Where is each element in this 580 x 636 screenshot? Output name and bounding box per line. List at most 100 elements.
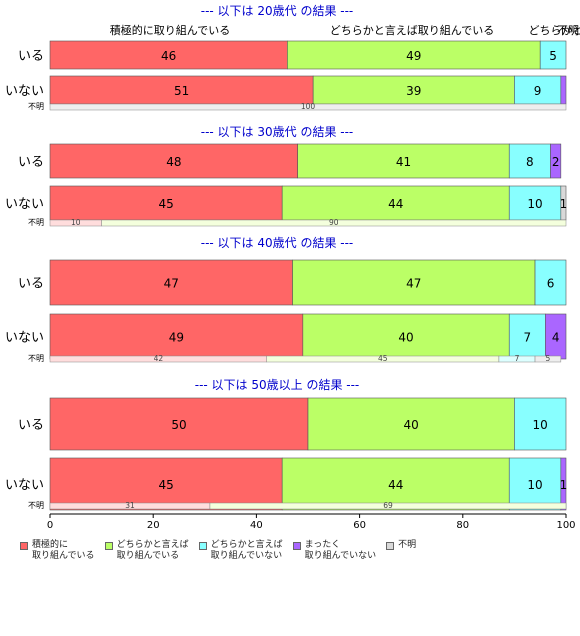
bar-value-label: 40 [398, 331, 413, 345]
legend-item: どちらかと言えば 取り組んでいない [198, 540, 283, 562]
bar-segment [281, 457, 510, 511]
legend-swatch [292, 542, 301, 550]
bar-segment [307, 397, 515, 451]
bar-value-label: 51 [174, 84, 189, 98]
bar-segment [508, 143, 551, 179]
bar-value-label: 48 [166, 155, 181, 169]
bar-value-label: 2 [552, 155, 560, 169]
header-category-label: 積極的に取り組んでいる [110, 23, 230, 37]
panel-title: --- 以下は 30歳代 の結果 --- [201, 125, 354, 139]
legend: 積極的に 取り組んでいる どちらかと言えば 取り組んでいる どちらかと言えば 取り組… [20, 540, 416, 562]
bar-value-label: 46 [161, 49, 176, 63]
bar-segment [550, 143, 562, 179]
bar-segment [560, 75, 567, 105]
row-label: いる [18, 49, 44, 64]
missing-bar-segment [209, 502, 567, 510]
row-label: いない [5, 197, 44, 212]
missing-bar-value-label: 69 [383, 501, 393, 510]
missing-bar-segment [101, 219, 567, 227]
missing-bar-value-label: 7 [515, 354, 520, 363]
bar-segment [49, 457, 283, 511]
missing-bar-value-label: 45 [378, 354, 388, 363]
missing-bar-segment [534, 355, 562, 363]
bar-value-label: 44 [388, 197, 403, 211]
bar-value-label: 10 [527, 197, 542, 211]
row-label: いない [5, 331, 44, 346]
x-axis-tick-label: 80 [456, 520, 469, 530]
missing-bar-segment [49, 103, 567, 111]
bar-value-label: 7 [523, 331, 531, 345]
legend-item: 不明 [386, 540, 416, 562]
bar-segment [534, 259, 567, 306]
bar-value-label: 47 [406, 277, 421, 291]
header-category-label: 不明 [557, 24, 579, 37]
bar-segment [292, 259, 536, 306]
bar-value-label: 1 [560, 478, 568, 492]
bar-segment [49, 143, 298, 179]
legend-label: 積極的に 取り組んでいる [32, 540, 95, 561]
bar-value-label: 41 [396, 155, 411, 169]
bar-segment [287, 40, 541, 70]
legend-swatch [386, 542, 395, 550]
bar-value-label: 45 [158, 197, 173, 211]
bar-segment [281, 185, 510, 221]
bar-value-label: 9 [534, 84, 542, 98]
bar-segment [508, 457, 562, 511]
bar-segment [514, 397, 567, 451]
legend-swatch [198, 542, 207, 550]
bar-segment [508, 313, 546, 360]
x-axis-tick-label: 0 [47, 520, 53, 530]
bar-segment [49, 185, 283, 221]
bar-value-label: 39 [406, 84, 421, 98]
bar-segment [539, 40, 567, 70]
bar-segment [49, 313, 304, 360]
x-axis-tick-label: 60 [353, 520, 366, 530]
missing-bar-value-label: 31 [125, 501, 135, 510]
legend-label: どちらかと言えば 取り組んでいない [210, 540, 283, 561]
bar-value-label: 1 [560, 197, 568, 211]
legend-swatch [20, 542, 28, 550]
missing-bar-value-label: 100 [301, 102, 316, 111]
row-label: いる [18, 277, 44, 292]
header-category-label: どちらかと言えば取り組んでいる [330, 24, 494, 37]
legend-label: 不明 [398, 540, 417, 550]
missing-bar-value-label: 90 [329, 218, 339, 227]
x-axis-tick-label: 100 [556, 520, 575, 530]
bar-value-label: 45 [158, 478, 173, 492]
bar-segment [297, 143, 510, 179]
bar-value-label: 49 [169, 331, 184, 345]
row-label: いる [18, 155, 44, 170]
legend-item: 積極的に 取り組んでいる [20, 540, 95, 562]
bar-segment [514, 75, 562, 105]
bar-value-label: 6 [547, 277, 555, 291]
missing-row-label: 不明 [28, 501, 44, 510]
missing-row-label: 不明 [28, 102, 44, 111]
bar-value-label: 44 [388, 478, 403, 492]
bar-value-label: 50 [171, 418, 186, 432]
bar-value-label: 49 [406, 49, 421, 63]
bar-value-label: 8 [526, 155, 534, 169]
missing-bar-value-label: 42 [154, 354, 164, 363]
panel-title: --- 以下は 20歳代 の結果 --- [201, 4, 354, 18]
bar-value-label: 10 [533, 418, 548, 432]
bar-segment [312, 75, 515, 105]
missing-row-label: 不明 [28, 218, 44, 227]
bar-segment [560, 457, 567, 511]
missing-bar-value-label: 5 [546, 354, 551, 363]
legend-label: まったく 取り組んでいない [304, 540, 377, 561]
bar-value-label: 40 [404, 418, 419, 432]
missing-bar-value-label: 10 [71, 218, 81, 227]
bar-value-label: 10 [527, 478, 542, 492]
legend-label: どちらかと言えば 取り組んでいる [116, 540, 189, 561]
panel-title: --- 以下は 40歳代 の結果 --- [201, 236, 354, 250]
missing-row-label: 不明 [28, 354, 44, 363]
row-label: いる [18, 418, 44, 433]
bar-segment [49, 259, 293, 306]
legend-item: まったく 取り組んでいない [292, 540, 377, 562]
row-label: いない [5, 478, 44, 493]
bar-value-label: 47 [164, 277, 179, 291]
bar-value-label: 5 [549, 49, 557, 63]
header-category-label: どちらかと [529, 24, 580, 37]
bar-value-label: 4 [552, 331, 560, 345]
